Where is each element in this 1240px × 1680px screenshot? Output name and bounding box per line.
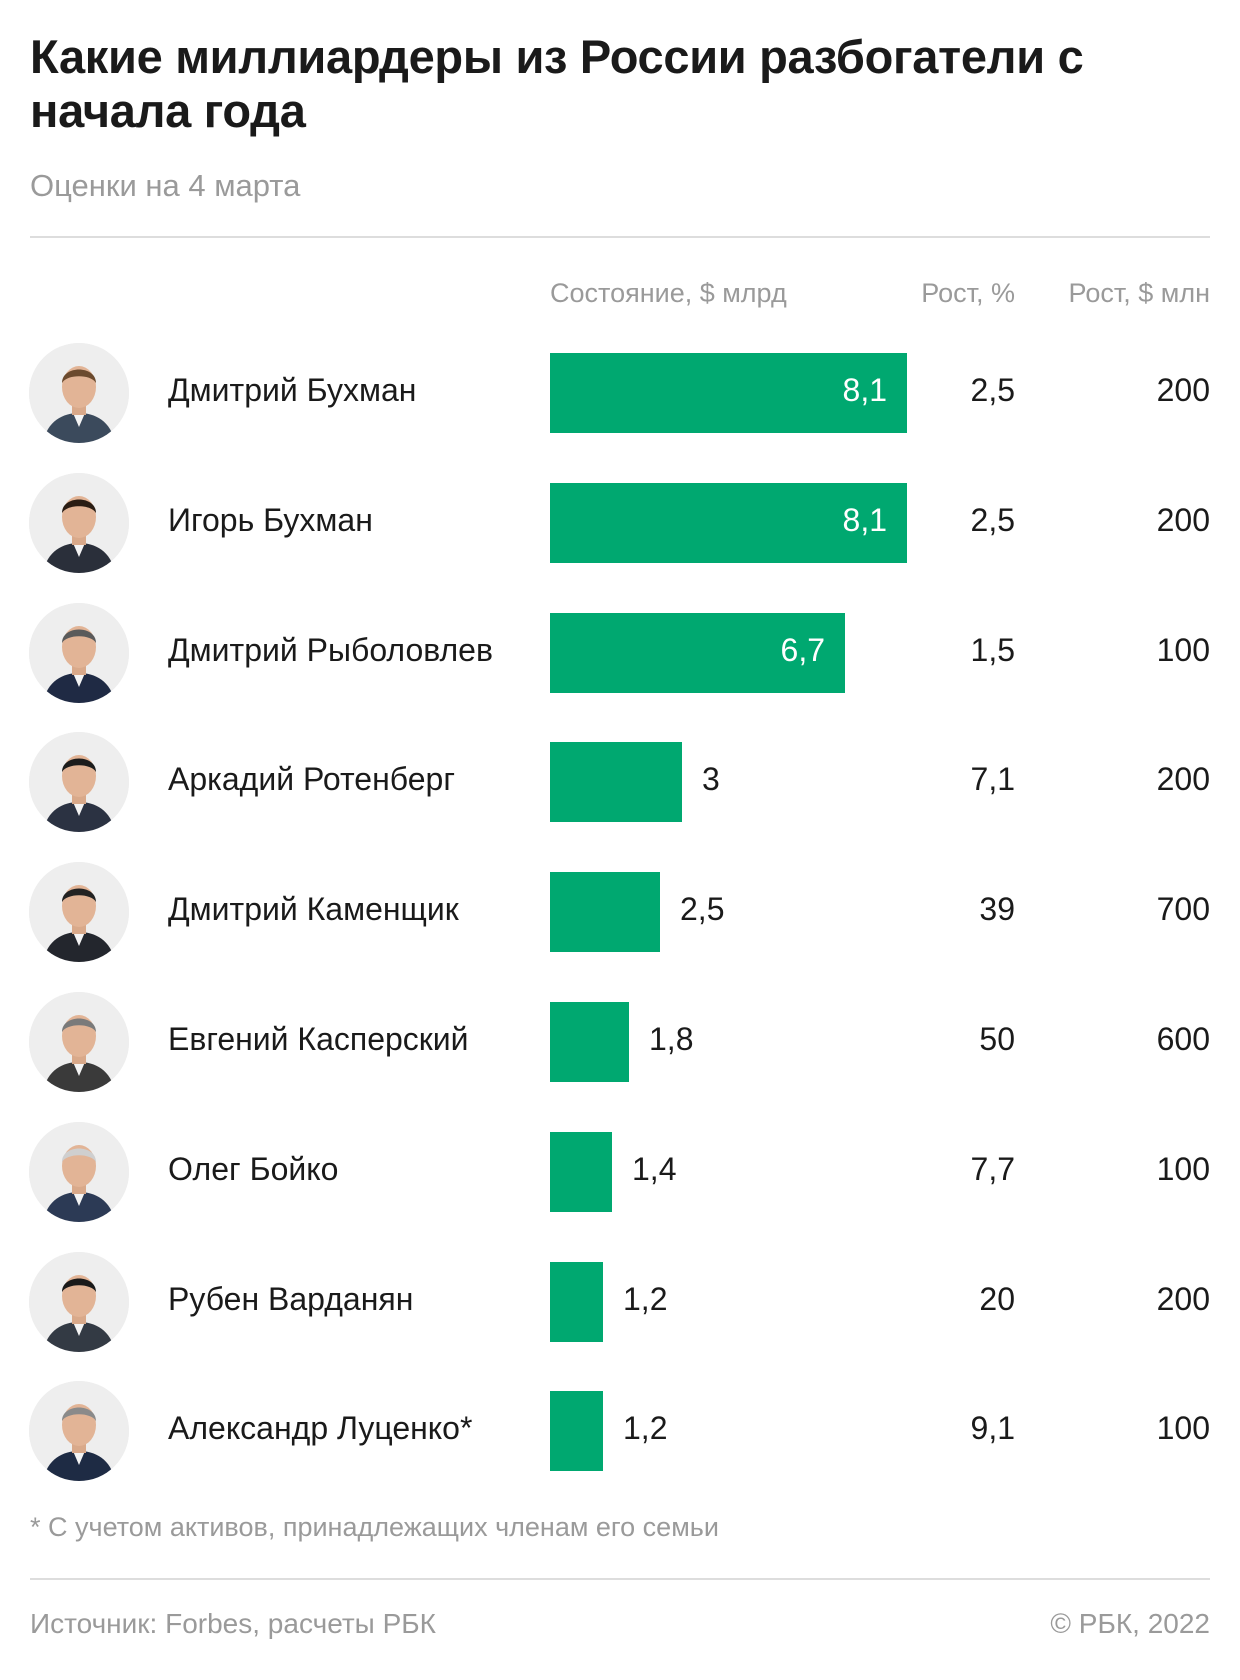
growth-mln-value: 600 xyxy=(1156,1021,1210,1057)
bar-value-label: 1,8 xyxy=(649,1021,694,1057)
table-row: Олег Бойко 1,4 7,7 100 xyxy=(0,1107,1240,1237)
portrait-icon xyxy=(29,862,129,963)
bar xyxy=(550,742,682,823)
bar xyxy=(550,1131,612,1212)
portrait-icon xyxy=(29,1121,129,1222)
bottom-divider xyxy=(30,1578,1210,1580)
person-name: Александр Луценко* xyxy=(168,1410,473,1447)
avatar xyxy=(29,472,129,573)
bar-value-label: 3 xyxy=(702,761,720,798)
growth-pct-value: 50 xyxy=(979,1021,1015,1057)
avatar xyxy=(29,992,129,1092)
person-name: Дмитрий Рыболовлев xyxy=(168,631,493,668)
portrait-icon xyxy=(29,732,129,833)
table-row: Игорь Бухман 8,1 2,5 200 xyxy=(0,458,1240,588)
growth-mln-value: 100 xyxy=(1156,1410,1210,1447)
growth-pct-value: 2,5 xyxy=(970,501,1015,538)
bar-value-label: 2,5 xyxy=(680,891,725,928)
avatar xyxy=(29,343,129,443)
person-name: Евгений Касперский xyxy=(168,1021,469,1057)
chart-title: Какие миллиардеры из России разбогатели … xyxy=(30,30,1084,137)
avatar xyxy=(29,602,129,703)
growth-pct-value: 7,1 xyxy=(970,761,1015,798)
bar xyxy=(550,353,907,433)
person-name: Дмитрий Каменщик xyxy=(168,891,459,928)
table-row: Евгений Касперский 1,8 50 600 xyxy=(0,977,1240,1107)
avatar xyxy=(29,862,129,963)
bar-value-label: 1,2 xyxy=(623,1280,668,1317)
bar-value-label: 8,1 xyxy=(842,372,887,408)
growth-pct-value: 1,5 xyxy=(970,631,1015,668)
portrait-icon xyxy=(29,472,129,573)
bar-value-label: 8,1 xyxy=(842,501,887,538)
portrait-icon xyxy=(29,602,129,703)
person-name: Игорь Бухман xyxy=(168,501,373,538)
bar-value-label: 1,4 xyxy=(632,1150,677,1187)
growth-mln-value: 100 xyxy=(1156,1150,1210,1187)
growth-pct-value: 39 xyxy=(979,891,1015,928)
growth-mln-value: 200 xyxy=(1156,501,1210,538)
growth-pct-value: 2,5 xyxy=(970,372,1015,408)
top-divider xyxy=(30,236,1210,238)
portrait-icon xyxy=(29,1251,129,1352)
bar xyxy=(550,1002,629,1082)
table-row: Аркадий Ротенберг 3 7,1 200 xyxy=(0,717,1240,847)
portrait-icon xyxy=(29,343,129,443)
bar xyxy=(550,1391,603,1472)
table-row: Дмитрий Бухман 8,1 2,5 200 xyxy=(0,328,1240,458)
source-note: Источник: Forbes, расчеты РБК xyxy=(30,1608,436,1639)
person-name: Рубен Варданян xyxy=(168,1280,414,1317)
column-header-growth-pct: Рост, % xyxy=(921,278,1015,308)
column-header-value: Состояние, $ млрд xyxy=(550,278,787,308)
copyright: © РБК, 2022 xyxy=(1050,1608,1210,1639)
growth-pct-value: 20 xyxy=(979,1280,1015,1317)
growth-pct-value: 9,1 xyxy=(970,1410,1015,1447)
bar xyxy=(550,482,907,563)
avatar xyxy=(29,732,129,833)
growth-mln-value: 200 xyxy=(1156,372,1210,408)
table-row: Александр Луценко* 1,2 9,1 100 xyxy=(0,1366,1240,1496)
table-row: Дмитрий Рыболовлев 6,7 1,5 100 xyxy=(0,588,1240,718)
table-row: Дмитрий Каменщик 2,5 39 700 xyxy=(0,847,1240,977)
bar xyxy=(550,1261,603,1342)
growth-mln-value: 200 xyxy=(1156,1280,1210,1317)
growth-mln-value: 100 xyxy=(1156,631,1210,668)
growth-pct-value: 7,7 xyxy=(970,1150,1015,1187)
portrait-icon xyxy=(29,992,129,1092)
column-header-growth-mln: Рост, $ млн xyxy=(1068,278,1210,308)
chart-subtitle: Оценки на 4 марта xyxy=(30,168,301,203)
person-name: Олег Бойко xyxy=(168,1150,339,1187)
growth-mln-value: 200 xyxy=(1156,761,1210,798)
bar xyxy=(550,872,660,953)
bar-value-label: 6,7 xyxy=(780,631,825,668)
avatar xyxy=(29,1381,129,1482)
person-name: Аркадий Ротенберг xyxy=(168,761,455,798)
growth-mln-value: 700 xyxy=(1156,891,1210,928)
bar xyxy=(550,612,845,693)
table-row: Рубен Варданян 1,2 20 200 xyxy=(0,1237,1240,1367)
portrait-icon xyxy=(29,1381,129,1482)
person-name: Дмитрий Бухман xyxy=(168,372,417,408)
bar-value-label: 1,2 xyxy=(623,1410,668,1447)
footnote: * С учетом активов, принадлежащих членам… xyxy=(30,1512,719,1542)
avatar xyxy=(29,1121,129,1222)
avatar xyxy=(29,1251,129,1352)
